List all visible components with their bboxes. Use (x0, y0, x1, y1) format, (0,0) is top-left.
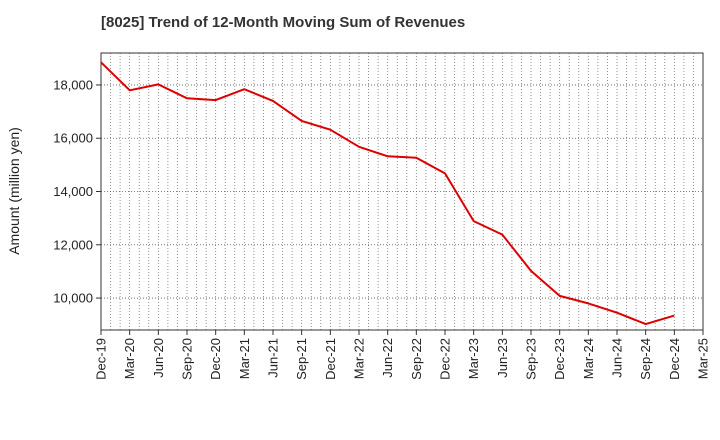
x-tick-label: Jun-23 (495, 338, 510, 378)
x-tick-label: Sep-24 (638, 338, 653, 380)
y-tick-label: 10,000 (53, 291, 93, 306)
x-tick-label: Jun-24 (610, 338, 625, 378)
x-tick-label: Sep-20 (180, 338, 195, 380)
y-tick-label: 18,000 (53, 77, 93, 92)
x-tick-label: Dec-22 (438, 338, 453, 380)
x-tick-label: Jun-21 (266, 338, 281, 378)
x-tick-label: Dec-20 (208, 338, 223, 380)
x-tick-label: Sep-21 (294, 338, 309, 380)
y-axis-label: Amount (million yen) (6, 127, 22, 255)
x-tick-label: Mar-22 (352, 338, 367, 379)
x-tick-label: Sep-22 (409, 338, 424, 380)
y-tick-label: 16,000 (53, 131, 93, 146)
x-tick-label: Mar-20 (122, 338, 137, 379)
x-tick-label: Mar-24 (581, 338, 596, 379)
x-tick-label: Sep-23 (524, 338, 539, 380)
x-tick-label: Mar-23 (466, 338, 481, 379)
y-tick-label: 12,000 (53, 237, 93, 252)
x-tick-label: Dec-19 (94, 338, 109, 380)
x-tick-label: Jun-22 (380, 338, 395, 378)
chart-title: [8025] Trend of 12-Month Moving Sum of R… (101, 14, 466, 31)
x-tick-label: Dec-23 (552, 338, 567, 380)
x-tick-label: Dec-24 (667, 338, 682, 380)
y-tick-label: 14,000 (53, 184, 93, 199)
x-tick-label: Jun-20 (151, 338, 166, 378)
x-tick-label: Dec-21 (323, 338, 338, 380)
revenue-series-line (100, 61, 675, 326)
x-tick-label: Mar-25 (696, 338, 711, 379)
x-tick-label: Mar-21 (237, 338, 252, 379)
